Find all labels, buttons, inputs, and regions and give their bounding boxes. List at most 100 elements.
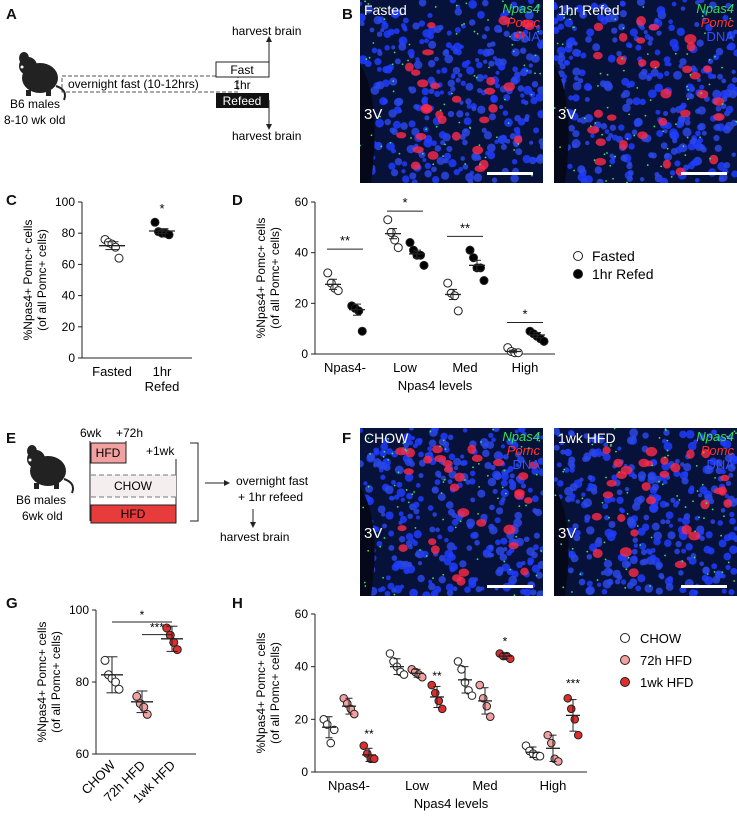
npas4-puncta [700,92,703,95]
dna-nucleus [695,130,701,137]
dna-nucleus [721,588,727,594]
pomc-cell [479,116,490,124]
significance-marker: ** [460,220,470,235]
y-tick-label: 60 [295,607,309,621]
dna-nucleus [386,448,393,455]
npas4-puncta [513,594,516,596]
dna-nucleus [526,53,534,61]
mouse-label-line2: 8-10 wk old [4,113,65,127]
dna-nucleus [438,554,446,562]
pomc-cell [602,446,611,455]
dna-nucleus [403,27,408,32]
significance-marker: * [503,635,508,649]
dna-nucleus [660,9,665,15]
pomc-cell [648,23,660,31]
npas4-puncta [464,479,466,481]
time-1wk: +1wk [146,444,175,458]
npas4-puncta [372,42,375,44]
npas4-puncta [636,87,639,89]
npas4-puncta [539,72,542,75]
dna-nucleus [536,590,543,596]
npas4-puncta [693,556,696,559]
dna-nucleus [704,576,714,585]
dna-nucleus [611,474,618,481]
dna-nucleus [615,579,621,585]
dna-nucleus [441,67,448,74]
dna-nucleus [668,523,674,528]
npas4-puncta [563,468,566,471]
data-point [546,738,556,748]
npas4-puncta [608,516,610,519]
dna-nucleus [465,82,474,91]
dna-nucleus [608,520,616,529]
dna-nucleus [669,128,678,137]
dna-nucleus [674,160,681,167]
pomc-cell [395,447,407,456]
dna-nucleus [477,105,486,114]
npas4-puncta [401,63,404,66]
npas4-puncta [407,59,409,62]
dna-nucleus [451,518,459,526]
dna-nucleus [671,1,677,7]
dna-nucleus [459,44,464,49]
third-ventricle-label: 3V [558,525,577,543]
npas4-puncta [579,573,582,576]
dna-nucleus [620,508,626,514]
dna-nucleus [646,75,652,82]
dna-nucleus [456,110,464,118]
x-tick-label: Refed [145,379,180,394]
data-point [434,696,444,706]
dna-nucleus [492,488,498,494]
data-point [132,691,142,701]
dna-nucleus [722,439,732,449]
npas4-puncta [367,437,370,440]
dna-nucleus [363,481,368,486]
dna-nucleus [575,51,581,57]
hfd-72h-label: HFD [96,446,121,460]
pomc-cell [403,468,414,475]
hfd-1wk-label: HFD [121,507,146,521]
npas4-puncta [614,18,617,21]
dna-nucleus [385,511,394,520]
npas4-puncta [535,473,538,476]
dna-nucleus [564,448,572,456]
npas4-puncta [704,32,706,35]
dna-nucleus [448,553,456,561]
dna-nucleus [415,483,421,488]
pomc-channel-label: Pomc [700,443,734,458]
panel-label-f: F [342,430,352,447]
dna-nucleus [419,38,425,45]
dna-nucleus [702,17,707,22]
npas4-puncta [387,458,390,461]
dna-nucleus [516,561,523,569]
dna-nucleus [428,582,436,591]
data-point [563,693,573,703]
npas4-puncta [687,89,690,91]
dna-nucleus [476,73,484,82]
y-axis-label-line2: (of all Pomc+ cells) [49,631,63,733]
dna-nucleus [602,503,609,510]
dna-nucleus [705,23,713,32]
dna-nucleus [492,56,497,61]
dna-nucleus [489,504,495,511]
dna-nucleus [449,0,457,4]
dna-nucleus [529,140,534,145]
npas4-puncta [444,448,447,451]
dna-nucleus [579,10,587,19]
npas4-puncta [626,181,628,183]
npas4-puncta [681,560,684,563]
dna-nucleus [396,481,403,488]
npas4-puncta [564,11,567,14]
npas4-puncta [393,51,396,54]
dna-nucleus [733,29,737,35]
dna-nucleus [681,477,689,485]
dna-nucleus [446,145,453,153]
pomc-cell [508,542,519,550]
dna-nucleus [447,479,453,485]
dna-nucleus [660,142,668,149]
data-point [393,243,403,253]
dna-nucleus [483,74,488,80]
npas4-puncta [526,69,528,72]
dna-nucleus [586,554,593,560]
npas4-puncta [713,571,716,573]
